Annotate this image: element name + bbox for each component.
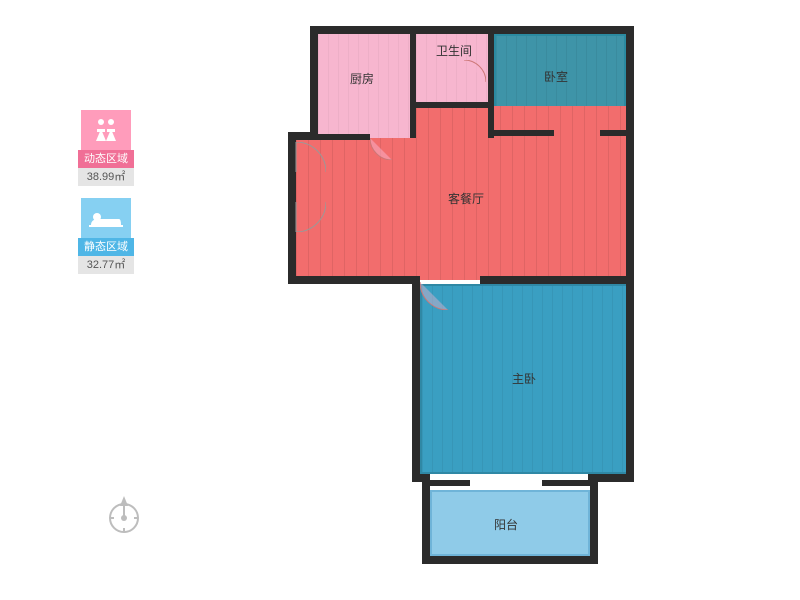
compass-icon [100, 490, 148, 543]
room-balcony [430, 490, 590, 556]
legend-static-title: 静态区域 [78, 238, 134, 256]
wall [626, 26, 634, 284]
legend-static: 静态区域 32.77㎡ [78, 198, 134, 274]
people-icon [81, 110, 131, 150]
wall [600, 130, 628, 136]
door-arc [370, 116, 414, 160]
wall [588, 474, 634, 482]
wall [412, 474, 430, 482]
wall [412, 276, 420, 482]
legend-dynamic-title: 动态区域 [78, 150, 134, 168]
wall [422, 482, 430, 562]
door-arc [420, 254, 476, 310]
wall [310, 26, 318, 140]
wall [480, 276, 634, 284]
wall [430, 480, 470, 486]
wall [542, 480, 590, 486]
wall [494, 130, 554, 136]
door-arc [266, 172, 326, 232]
wall [310, 26, 634, 34]
wall [590, 482, 598, 562]
legend-static-value: 32.77㎡ [78, 256, 134, 274]
wall [288, 276, 420, 284]
floorplan: 厨房 卫生间 卧室 客餐厅 主卧 阳台 [280, 20, 700, 580]
wall [422, 556, 598, 564]
door-arc [442, 60, 486, 104]
legend-dynamic-value: 38.99㎡ [78, 168, 134, 186]
wall [316, 134, 370, 140]
room-living-ext [416, 106, 626, 142]
wall [626, 276, 634, 482]
sleep-icon [81, 198, 131, 238]
legend-dynamic: 动态区域 38.99㎡ [78, 110, 134, 186]
wall [488, 32, 494, 138]
room-master [420, 284, 634, 474]
